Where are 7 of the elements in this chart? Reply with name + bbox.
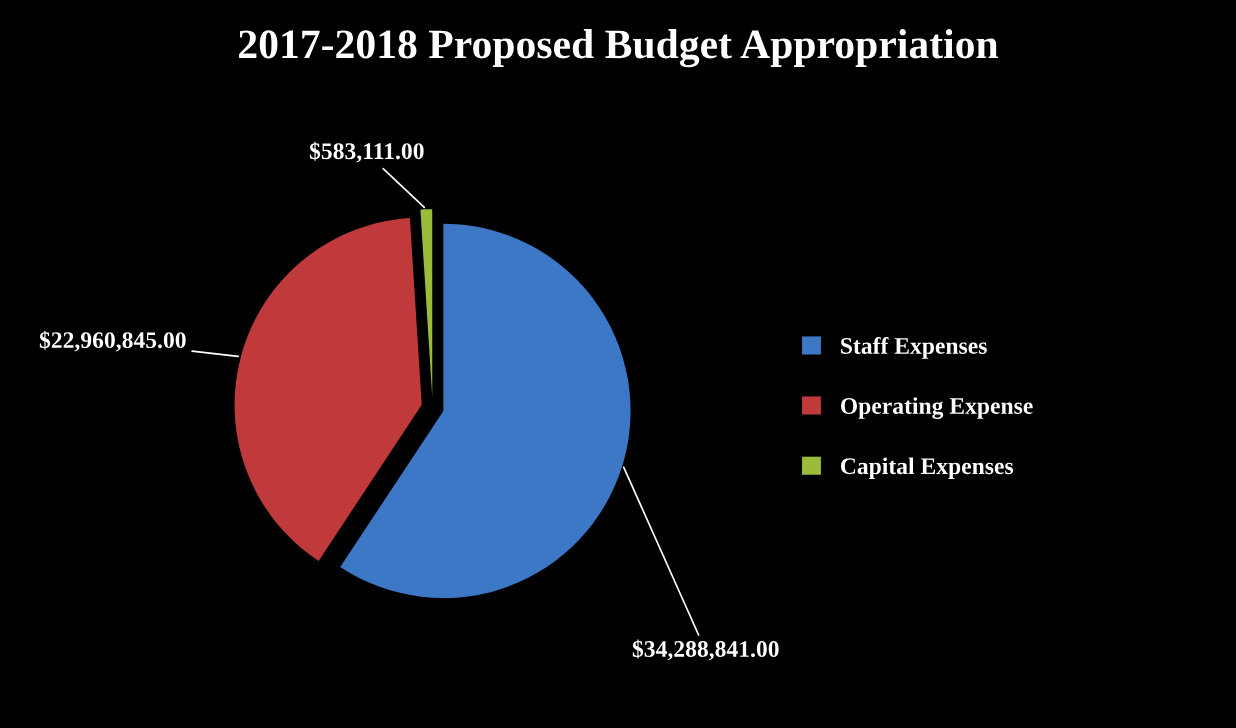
legend-label: Operating Expense [840, 397, 1033, 419]
data-label: $22,960,845.00 [39, 330, 186, 352]
chart-title: 2017-2018 Proposed Budget Appropriation [239, 29, 999, 68]
data-label: $583,111.00 [309, 141, 424, 163]
legend-label: Capital Expenses [840, 457, 1014, 479]
legend-label: Staff Expenses [841, 337, 987, 359]
data-label: $34,288,841.00 [632, 639, 779, 661]
